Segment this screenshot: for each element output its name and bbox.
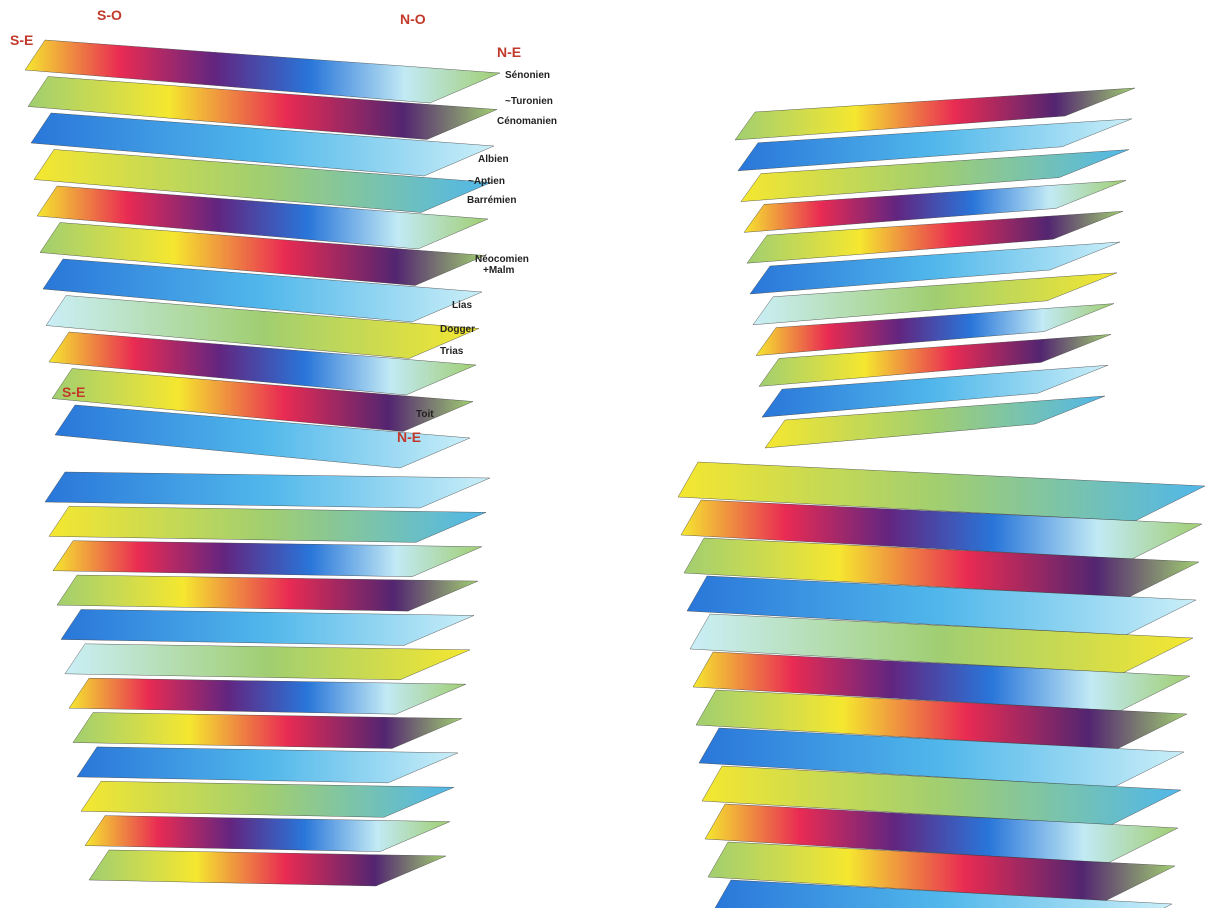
geological-layer [61, 609, 474, 645]
geological-layer [89, 850, 446, 886]
layer-label: Trias [440, 346, 464, 357]
layer-label: ~Aptien [468, 176, 505, 187]
geological-layer [81, 781, 454, 817]
direction-label: S-E [10, 32, 33, 48]
geological-layer [77, 747, 458, 783]
layer-label: Barrémien [467, 195, 516, 206]
direction-label: S-E [62, 384, 85, 400]
direction-label: N-E [497, 44, 521, 60]
layer-label: Toit [416, 409, 434, 420]
direction-label: N-E [397, 429, 421, 445]
geological-layer [85, 816, 450, 852]
layer-stack [25, 40, 1205, 908]
geological-layer [45, 472, 490, 508]
layer-label: +Malm [483, 265, 515, 276]
layer-label: Cénomanien [497, 116, 557, 127]
layer-label: Sénonien [505, 70, 550, 81]
geological-layer [73, 713, 462, 749]
layer-label: ~Turonien [505, 96, 553, 107]
geological-layer [57, 575, 478, 611]
direction-label: S-O [97, 7, 122, 23]
layer-label: Dogger [440, 324, 475, 335]
figure: S-E S-O N-O N-E S-E N-E Sénonien ~Turoni… [0, 0, 1217, 908]
layer-label: Néocomien [475, 254, 529, 265]
direction-label: N-O [400, 11, 426, 27]
geological-layer [53, 541, 482, 577]
layer-label: Lias [452, 300, 472, 311]
geological-layer [69, 678, 466, 714]
layer-label: Albien [478, 154, 509, 165]
geological-layer [49, 506, 486, 542]
geological-layer [65, 644, 470, 680]
